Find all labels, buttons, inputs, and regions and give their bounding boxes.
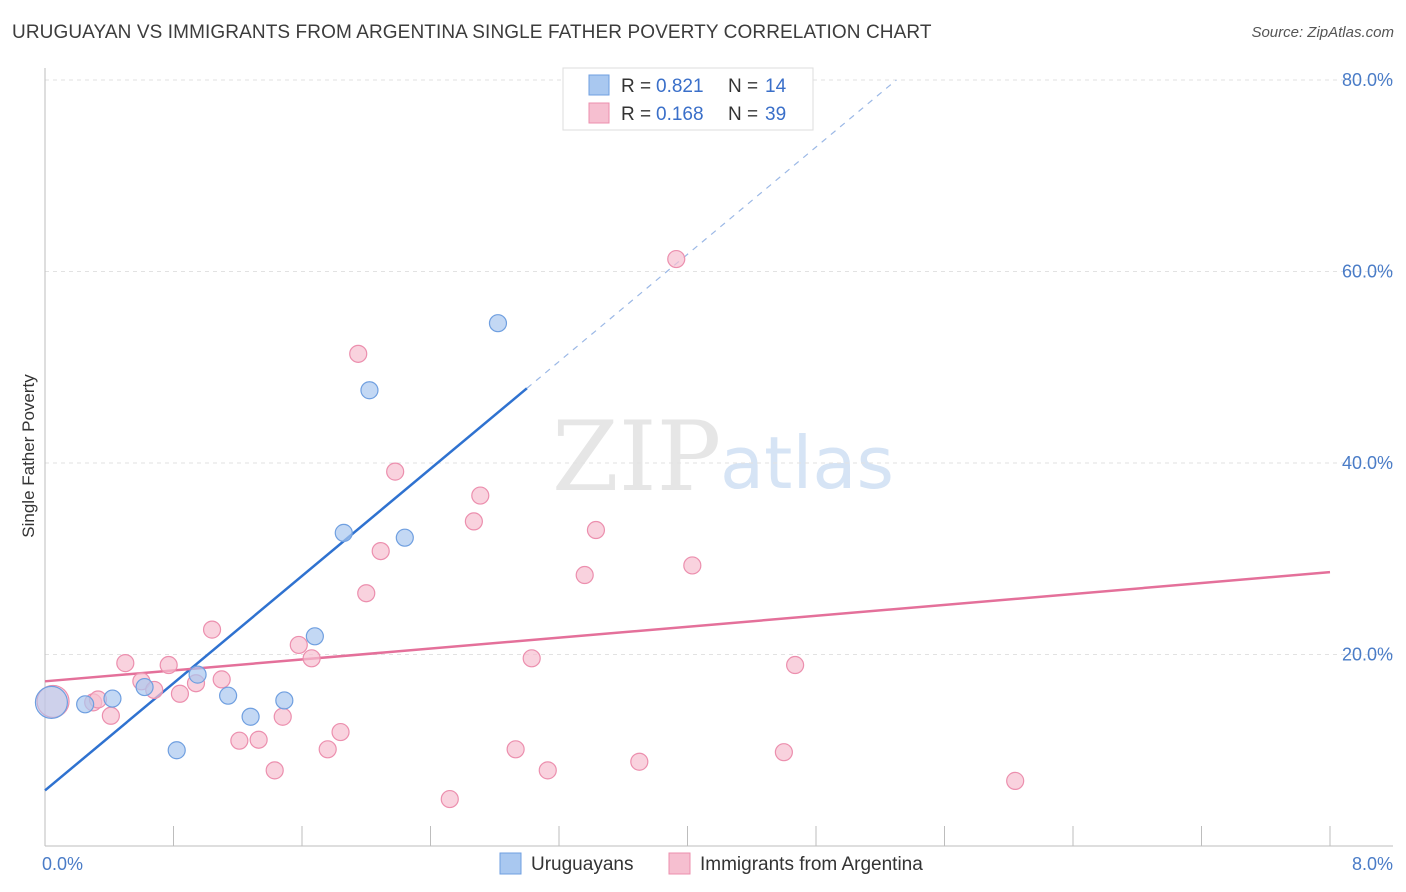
point-pink-4 bbox=[116, 654, 135, 673]
legend-n-label-2: N = bbox=[728, 104, 758, 125]
point-pink-7 bbox=[159, 655, 178, 675]
point-pink-16 bbox=[289, 635, 308, 655]
point-pink-17 bbox=[302, 649, 321, 668]
point-blue-9 bbox=[305, 627, 324, 646]
point-blue-6 bbox=[219, 686, 238, 705]
point-pink-12 bbox=[230, 731, 249, 750]
data-points bbox=[34, 249, 1025, 809]
point-pink-31 bbox=[586, 520, 606, 540]
point-blue-8 bbox=[275, 691, 294, 710]
point-pink-20 bbox=[349, 344, 368, 363]
legend-swatch-uruguayans bbox=[588, 74, 610, 96]
point-blue-4 bbox=[167, 741, 186, 760]
x-tick-label-left: 0.0% bbox=[42, 854, 83, 874]
point-pink-36 bbox=[786, 655, 805, 675]
point-pink-3 bbox=[101, 706, 120, 725]
point-blue-2 bbox=[103, 689, 122, 708]
point-pink-32 bbox=[630, 752, 649, 771]
series-legend: Uruguayans Immigrants from Argentina bbox=[499, 852, 923, 875]
point-pink-23 bbox=[386, 462, 405, 481]
trend-line-pink bbox=[44, 570, 1331, 683]
point-blue-12 bbox=[395, 528, 414, 547]
x-tick-marks bbox=[173, 826, 1331, 846]
point-pink-14 bbox=[265, 761, 284, 780]
point-pink-24 bbox=[440, 789, 459, 809]
trend-line-blue bbox=[44, 387, 528, 792]
bottom-legend-swatch-uruguayans bbox=[499, 852, 522, 875]
legend-swatch-argentina bbox=[588, 102, 610, 124]
point-pink-25 bbox=[464, 512, 483, 531]
point-pink-26 bbox=[471, 486, 490, 505]
point-blue-11 bbox=[360, 381, 379, 400]
y-tick-label-20: 20.0% bbox=[1342, 645, 1393, 665]
bottom-legend-label-argentina: Immigrants from Argentina bbox=[700, 854, 923, 875]
y-tick-labels: 20.0% 40.0% 60.0% 80.0% bbox=[1342, 70, 1393, 665]
bottom-legend-swatch-argentina bbox=[668, 852, 691, 875]
chart-source: Source: ZipAtlas.com bbox=[1251, 24, 1394, 41]
point-blue-5 bbox=[188, 665, 207, 684]
point-pink-28 bbox=[522, 649, 541, 668]
legend-r-label-2: R = bbox=[621, 104, 651, 125]
x-tick-label-right: 8.0% bbox=[1352, 854, 1393, 874]
point-pink-19 bbox=[331, 722, 350, 742]
point-pink-11 bbox=[212, 670, 231, 689]
legend-n-value-2: 39 bbox=[765, 104, 786, 125]
point-pink-8 bbox=[170, 684, 190, 703]
y-tick-label-60: 60.0% bbox=[1342, 262, 1393, 282]
point-pink-22 bbox=[371, 541, 390, 561]
legend-n-value-1: 14 bbox=[765, 76, 787, 97]
point-pink-21 bbox=[357, 584, 376, 603]
point-pink-10 bbox=[202, 620, 222, 639]
gridlines bbox=[45, 79, 1393, 655]
point-blue-13 bbox=[488, 314, 508, 333]
legend-r-value-2: 0.168 bbox=[656, 104, 704, 125]
trend-lines bbox=[44, 79, 1331, 792]
point-pink-33 bbox=[667, 249, 686, 269]
point-blue-7 bbox=[241, 707, 260, 726]
point-pink-30 bbox=[575, 565, 594, 585]
y-axis-label: Single Father Poverty bbox=[19, 374, 38, 538]
legend-r-value-1: 0.821 bbox=[656, 76, 704, 97]
watermark-zip: ZIP bbox=[552, 401, 721, 513]
point-blue-3 bbox=[135, 677, 154, 697]
point-blue-1 bbox=[76, 695, 95, 714]
point-pink-35 bbox=[774, 743, 793, 762]
bottom-legend-label-uruguayans: Uruguayans bbox=[531, 854, 633, 875]
point-pink-15 bbox=[273, 707, 292, 726]
legend-r-label-1: R = bbox=[621, 76, 651, 97]
y-tick-label-80: 80.0% bbox=[1342, 70, 1393, 90]
chart-title: URUGUAYAN VS IMMIGRANTS FROM ARGENTINA S… bbox=[12, 22, 932, 43]
point-pink-34 bbox=[683, 556, 702, 575]
point-pink-37 bbox=[1006, 771, 1025, 790]
legend-n-label-1: N = bbox=[728, 76, 758, 97]
point-blue-0 bbox=[34, 685, 69, 719]
point-pink-18 bbox=[318, 740, 337, 759]
point-pink-29 bbox=[538, 761, 557, 780]
point-blue-10 bbox=[334, 523, 353, 542]
correlation-legend: R = 0.821 N = 14 R = 0.168 N = 39 bbox=[562, 67, 814, 131]
point-pink-13 bbox=[249, 730, 268, 749]
y-tick-label-40: 40.0% bbox=[1342, 453, 1393, 473]
point-pink-27 bbox=[506, 740, 525, 759]
trend-line-blue-extension bbox=[526, 79, 897, 389]
